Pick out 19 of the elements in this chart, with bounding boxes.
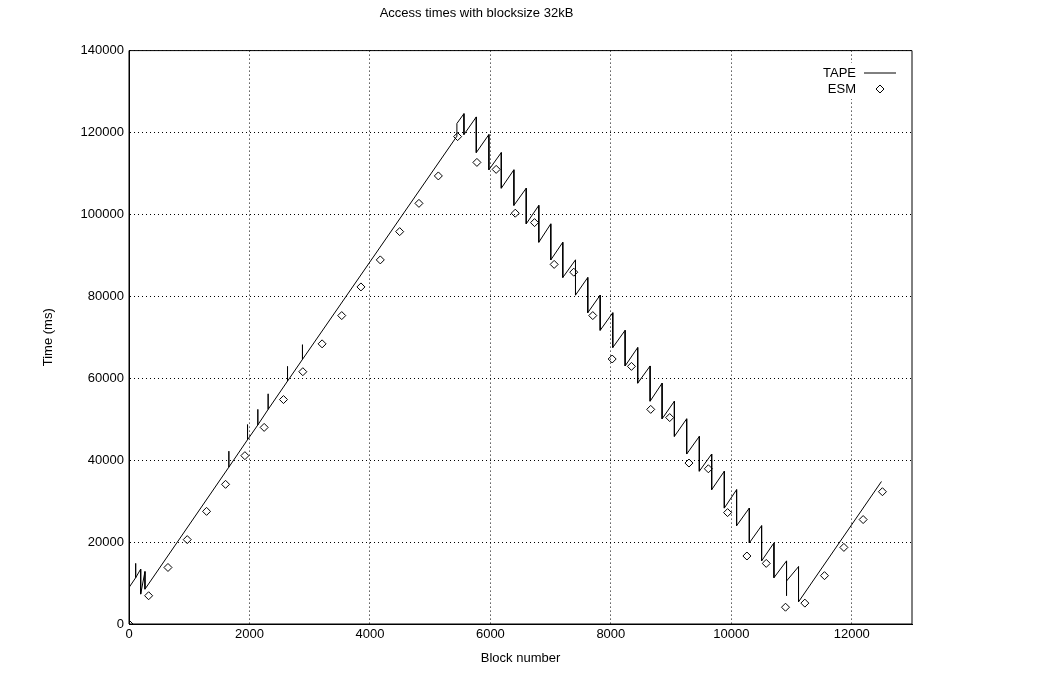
x-tick-label: 4000	[355, 626, 385, 642]
y-tick-label: 100000	[80, 206, 124, 222]
x-tick-label: 8000	[596, 626, 626, 642]
y-tick-label: 0	[116, 615, 124, 631]
y-tick-label: 120000	[80, 124, 124, 140]
y-tick-label: 20000	[87, 533, 124, 549]
y-axis-title: Time (ms)	[40, 308, 56, 367]
legend-label: TAPE	[823, 65, 856, 81]
chart-title: Access times with blocksize 32kB	[379, 5, 574, 21]
y-tick-label: 140000	[80, 42, 124, 58]
x-tick-label: 6000	[475, 626, 505, 642]
x-tick-label: 2000	[235, 626, 264, 642]
x-tick-label: 12000	[833, 626, 870, 642]
x-axis-title: Block number	[480, 649, 561, 665]
y-tick-label: 60000	[87, 369, 124, 385]
y-tick-label: 80000	[87, 287, 124, 303]
legend-label: ESM	[827, 81, 856, 97]
y-tick-label: 40000	[87, 451, 124, 467]
x-tick-label: 10000	[713, 626, 750, 642]
